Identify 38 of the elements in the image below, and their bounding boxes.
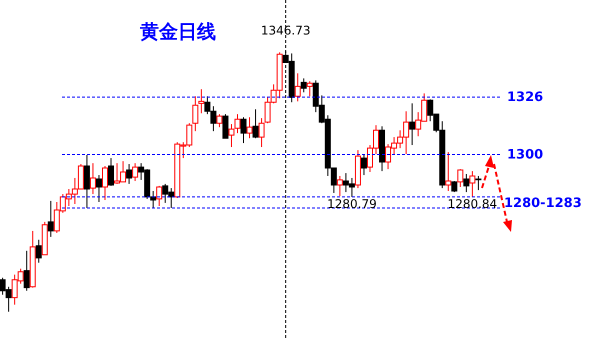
candlestick: [445, 152, 452, 192]
candlestick: [360, 154, 367, 176]
candlestick: [300, 78, 307, 93]
candlestick: [240, 116, 247, 144]
candlestick: [252, 108, 259, 139]
candlestick: [36, 239, 42, 264]
candlestick: [96, 174, 102, 203]
text: 黄金日线: [139, 21, 216, 43]
candlestick: [475, 175, 482, 191]
candlestick: [258, 118, 265, 148]
candlestick: [216, 114, 222, 128]
annotation: 1280.84: [448, 196, 498, 211]
candlestick: [192, 96, 198, 132]
candlestick: [48, 200, 54, 238]
candlestick: [24, 250, 30, 292]
candlestick: [469, 170, 476, 198]
annotation: 1346.73: [260, 23, 310, 38]
candlestick: [198, 88, 204, 114]
annotation: 1280.79: [327, 196, 377, 211]
candlestick: [451, 180, 458, 193]
candlestick: [132, 162, 138, 182]
candlestick: [336, 175, 343, 197]
candlestick: [294, 72, 301, 102]
text: 1280-1283: [504, 196, 582, 211]
candlestick: [90, 162, 96, 195]
candlestick: [246, 116, 253, 139]
candlestick: [306, 80, 313, 97]
candlestick: [457, 168, 464, 188]
candlestick: [463, 173, 470, 193]
candlestick: [84, 154, 90, 208]
candlestick: [409, 102, 416, 146]
candlestick: [102, 166, 108, 201]
ref-line-label: 1326: [507, 90, 544, 106]
candlestick: [156, 185, 162, 206]
candlestick: [108, 158, 114, 186]
ref-line-label: 1300: [507, 148, 544, 163]
candlestick: [222, 114, 228, 139]
candlestick: [126, 164, 132, 184]
